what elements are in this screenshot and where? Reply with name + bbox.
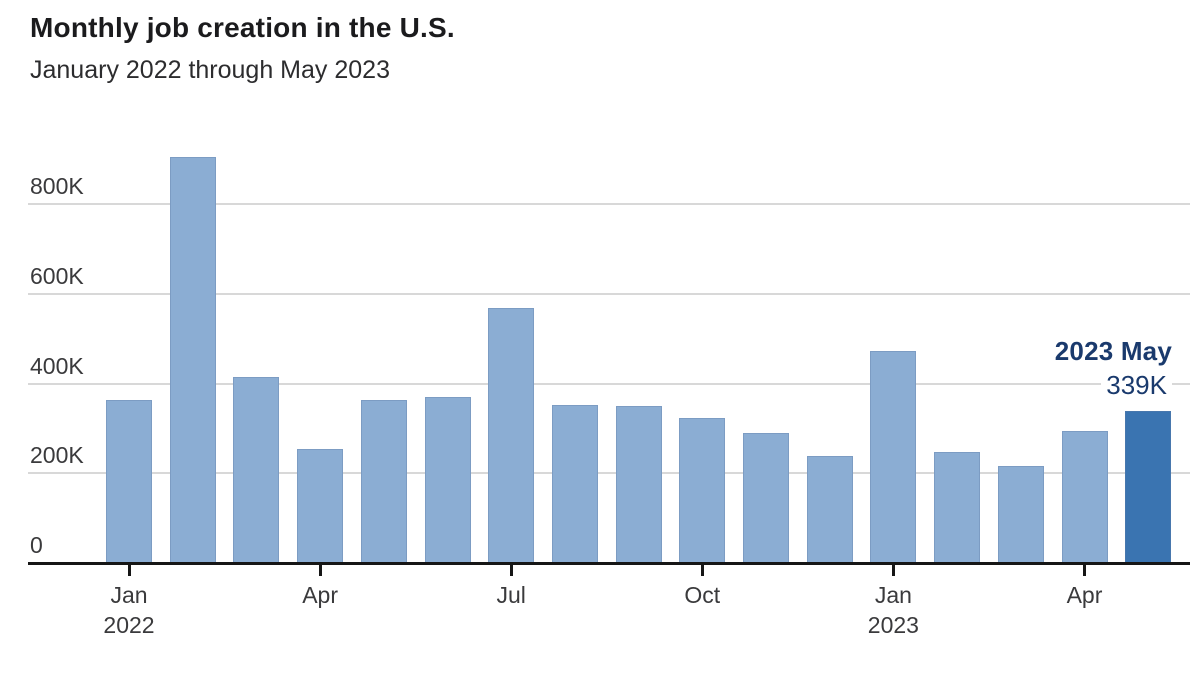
x-axis-year-label-2023: 2023 xyxy=(867,612,919,638)
bar-jun-2022[interactable] xyxy=(424,397,471,563)
x-axis-label-jan-2023: Jan xyxy=(874,582,912,608)
bar-feb-2023[interactable] xyxy=(934,451,981,563)
gridline-800k xyxy=(28,203,1190,206)
x-tick-apr-2023 xyxy=(1083,565,1086,576)
x-tick-jan-2023 xyxy=(891,565,895,576)
bar-apr-2022[interactable] xyxy=(297,449,344,563)
y-axis-label-600k: 600K xyxy=(30,262,84,289)
x-tick-oct-2022 xyxy=(700,565,704,576)
x-tick-jul-2022 xyxy=(509,565,513,576)
bar-may-2022[interactable] xyxy=(360,399,407,563)
y-axis-label-400k: 400K xyxy=(30,352,84,379)
gridline-200k xyxy=(28,472,1190,475)
y-axis-label-800k: 800K xyxy=(30,173,84,200)
x-tick-jan-2022 xyxy=(127,565,131,576)
x-axis-label-apr-2023: Apr xyxy=(1066,582,1103,608)
bar-oct-2022[interactable] xyxy=(679,417,726,563)
bar-feb-2022[interactable] xyxy=(169,157,216,563)
x-axis-year-label-2022: 2022 xyxy=(103,612,155,638)
y-axis-label-0: 0 xyxy=(30,532,43,558)
bar-jul-2022[interactable] xyxy=(488,308,535,563)
highlight-annotation: 2023 May 339K xyxy=(1055,336,1172,401)
bar-aug-2022[interactable] xyxy=(551,405,598,563)
annotation-value-label: 339K xyxy=(1101,370,1172,401)
x-axis-line xyxy=(28,562,1190,565)
x-axis-label-jul-2022: Jul xyxy=(496,582,526,608)
y-axis-label-200k: 200K xyxy=(30,442,84,469)
chart-title: Monthly job creation in the U.S. xyxy=(30,12,455,43)
bar-sep-2022[interactable] xyxy=(615,405,662,563)
bar-may-2023[interactable] xyxy=(1125,410,1172,563)
annotation-month-label: 2023 May xyxy=(1054,336,1172,366)
gridline-400k xyxy=(28,382,1190,385)
bar-jan-2022[interactable] xyxy=(106,399,152,563)
x-tick-apr-2022 xyxy=(318,565,322,576)
x-axis-label-jan-2022: Jan xyxy=(110,582,148,608)
bar-dec-2022[interactable] xyxy=(806,455,853,563)
x-axis-label-apr-2022: Apr xyxy=(302,582,338,608)
chart-subtitle: January 2022 through May 2023 xyxy=(30,56,390,84)
bar-jan-2023[interactable] xyxy=(870,351,917,563)
bar-nov-2022[interactable] xyxy=(743,432,789,563)
x-axis-label-oct-2022: Oct xyxy=(684,582,721,608)
bar-apr-2023[interactable] xyxy=(1061,431,1108,563)
gridline-600k xyxy=(28,292,1190,295)
bar-mar-2022[interactable] xyxy=(233,377,280,563)
bar-mar-2023[interactable] xyxy=(997,465,1044,563)
